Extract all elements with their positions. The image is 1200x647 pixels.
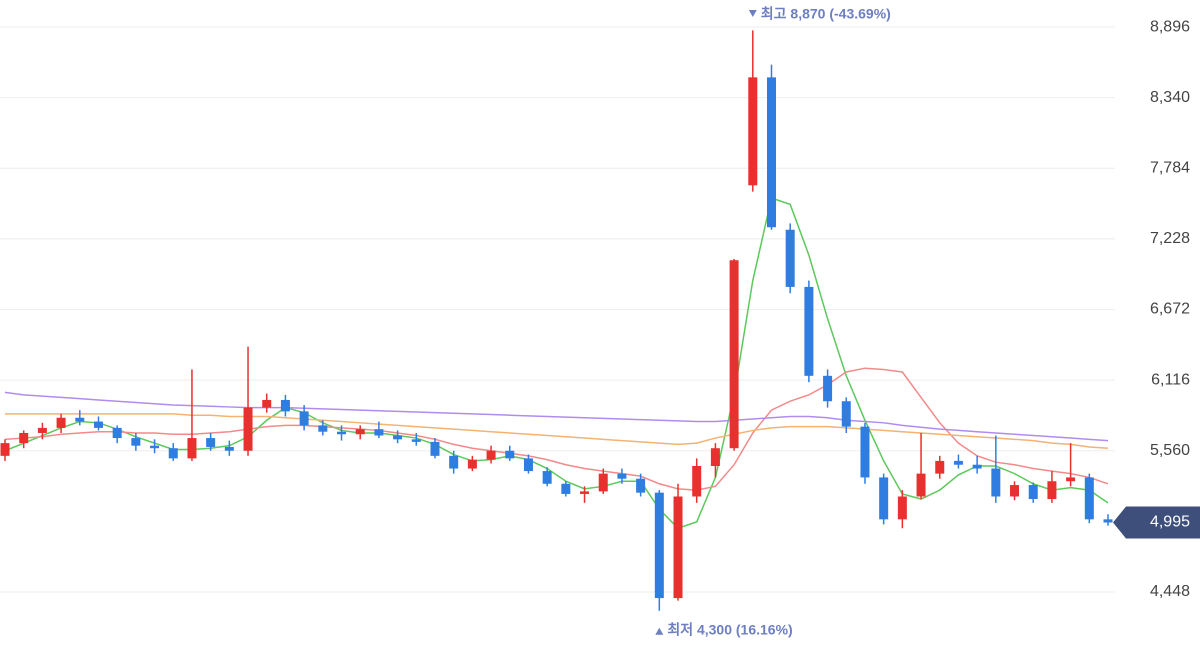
candle-body bbox=[542, 471, 552, 484]
candle-body bbox=[393, 435, 403, 440]
last-price-label: 4,995 bbox=[1150, 514, 1190, 531]
y-tick-label: 6,116 bbox=[1151, 371, 1190, 388]
candle-body bbox=[486, 450, 496, 460]
moving-average-line bbox=[4, 367, 1109, 491]
candle-body bbox=[729, 260, 739, 449]
candle-body bbox=[262, 399, 272, 408]
candle-body bbox=[860, 426, 870, 478]
candle-body bbox=[673, 496, 683, 599]
candle-body bbox=[617, 473, 627, 479]
candle-body bbox=[748, 77, 758, 186]
candle-body bbox=[299, 411, 309, 426]
candle-body bbox=[224, 446, 234, 451]
candle-body bbox=[243, 407, 253, 451]
candle-body bbox=[411, 439, 421, 442]
low-marker bbox=[655, 627, 664, 635]
candle-body bbox=[561, 483, 571, 494]
candle-body bbox=[280, 399, 290, 412]
candle-body bbox=[879, 477, 889, 520]
candle-body bbox=[841, 401, 851, 427]
candle-body bbox=[19, 432, 29, 444]
high-marker bbox=[748, 10, 757, 17]
candle-body bbox=[430, 441, 440, 456]
candle-body bbox=[0, 443, 10, 456]
low-annotation: 최저 4,300 (16.16%) bbox=[667, 621, 792, 637]
candle-body bbox=[56, 417, 66, 428]
candle-body bbox=[1028, 485, 1038, 500]
candle-body bbox=[318, 425, 328, 432]
candle-body bbox=[150, 445, 160, 449]
y-tick-label: 4,448 bbox=[1150, 583, 1190, 600]
candle-body bbox=[897, 496, 907, 520]
candle-body bbox=[505, 450, 515, 459]
moving-average-line bbox=[4, 197, 1109, 530]
candle-body bbox=[804, 286, 814, 376]
candle-body bbox=[953, 460, 963, 465]
candle-body bbox=[692, 465, 702, 497]
high-annotation: 최고 8,870 (-43.69%) bbox=[761, 6, 891, 22]
y-tick-label: 5,560 bbox=[1150, 442, 1190, 459]
y-tick-label: 8,340 bbox=[1150, 89, 1190, 106]
candle-body bbox=[168, 448, 178, 459]
candle-body bbox=[1047, 481, 1057, 500]
moving-average-line bbox=[5, 413, 1109, 449]
candle-body bbox=[374, 429, 384, 436]
candle-body bbox=[991, 468, 1001, 497]
candle-body bbox=[449, 455, 459, 469]
candle-body bbox=[1066, 477, 1076, 482]
candle-body bbox=[580, 491, 590, 494]
candle-body bbox=[1084, 477, 1094, 520]
candle-body bbox=[355, 429, 365, 435]
y-tick-label: 8,896 bbox=[1150, 18, 1190, 35]
candle-body bbox=[972, 464, 982, 469]
candle-body bbox=[785, 229, 795, 287]
candle-body bbox=[766, 77, 776, 228]
candle-body bbox=[206, 438, 216, 447]
candle-body bbox=[187, 438, 197, 459]
candle-body bbox=[935, 460, 945, 474]
candle-body bbox=[467, 459, 477, 469]
candle-body bbox=[93, 421, 103, 428]
candle-body bbox=[337, 431, 347, 435]
candle-body bbox=[1010, 485, 1020, 497]
candle-body bbox=[710, 448, 720, 466]
candle-body bbox=[598, 473, 608, 492]
candle-body bbox=[112, 427, 122, 439]
candle-body bbox=[654, 492, 664, 599]
candle-body bbox=[916, 473, 926, 497]
y-tick-label: 7,784 bbox=[1150, 160, 1190, 177]
candle-body bbox=[636, 478, 646, 493]
moving-average-line bbox=[4, 391, 1109, 442]
candle-body bbox=[131, 438, 141, 446]
candle-body bbox=[37, 427, 47, 433]
last-price-badge bbox=[1113, 506, 1200, 539]
y-tick-label: 7,228 bbox=[1150, 230, 1190, 247]
candle-body bbox=[823, 375, 833, 402]
candle-body bbox=[1103, 519, 1113, 523]
candle-body bbox=[75, 417, 85, 422]
candle-body bbox=[523, 458, 533, 472]
y-tick-label: 6,672 bbox=[1150, 301, 1190, 318]
